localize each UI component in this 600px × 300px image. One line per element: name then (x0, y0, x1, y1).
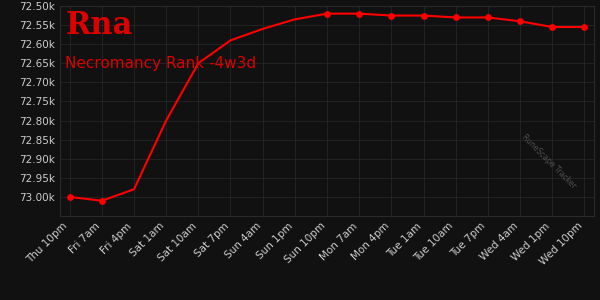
Point (97, 198, 107, 203)
Point (386, 13, 396, 18)
Point (355, 11, 364, 16)
Point (451, 15, 460, 20)
Point (547, 25, 557, 29)
Point (65, 194, 74, 199)
Point (419, 13, 428, 18)
Point (580, 25, 589, 29)
Text: Necromancy Rank -4w3d: Necromancy Rank -4w3d (65, 56, 256, 71)
Text: Rna: Rna (65, 10, 133, 41)
Point (322, 11, 332, 16)
Point (515, 19, 525, 24)
Point (483, 15, 493, 20)
Text: RuneScape Tracker: RuneScape Tracker (520, 133, 578, 191)
